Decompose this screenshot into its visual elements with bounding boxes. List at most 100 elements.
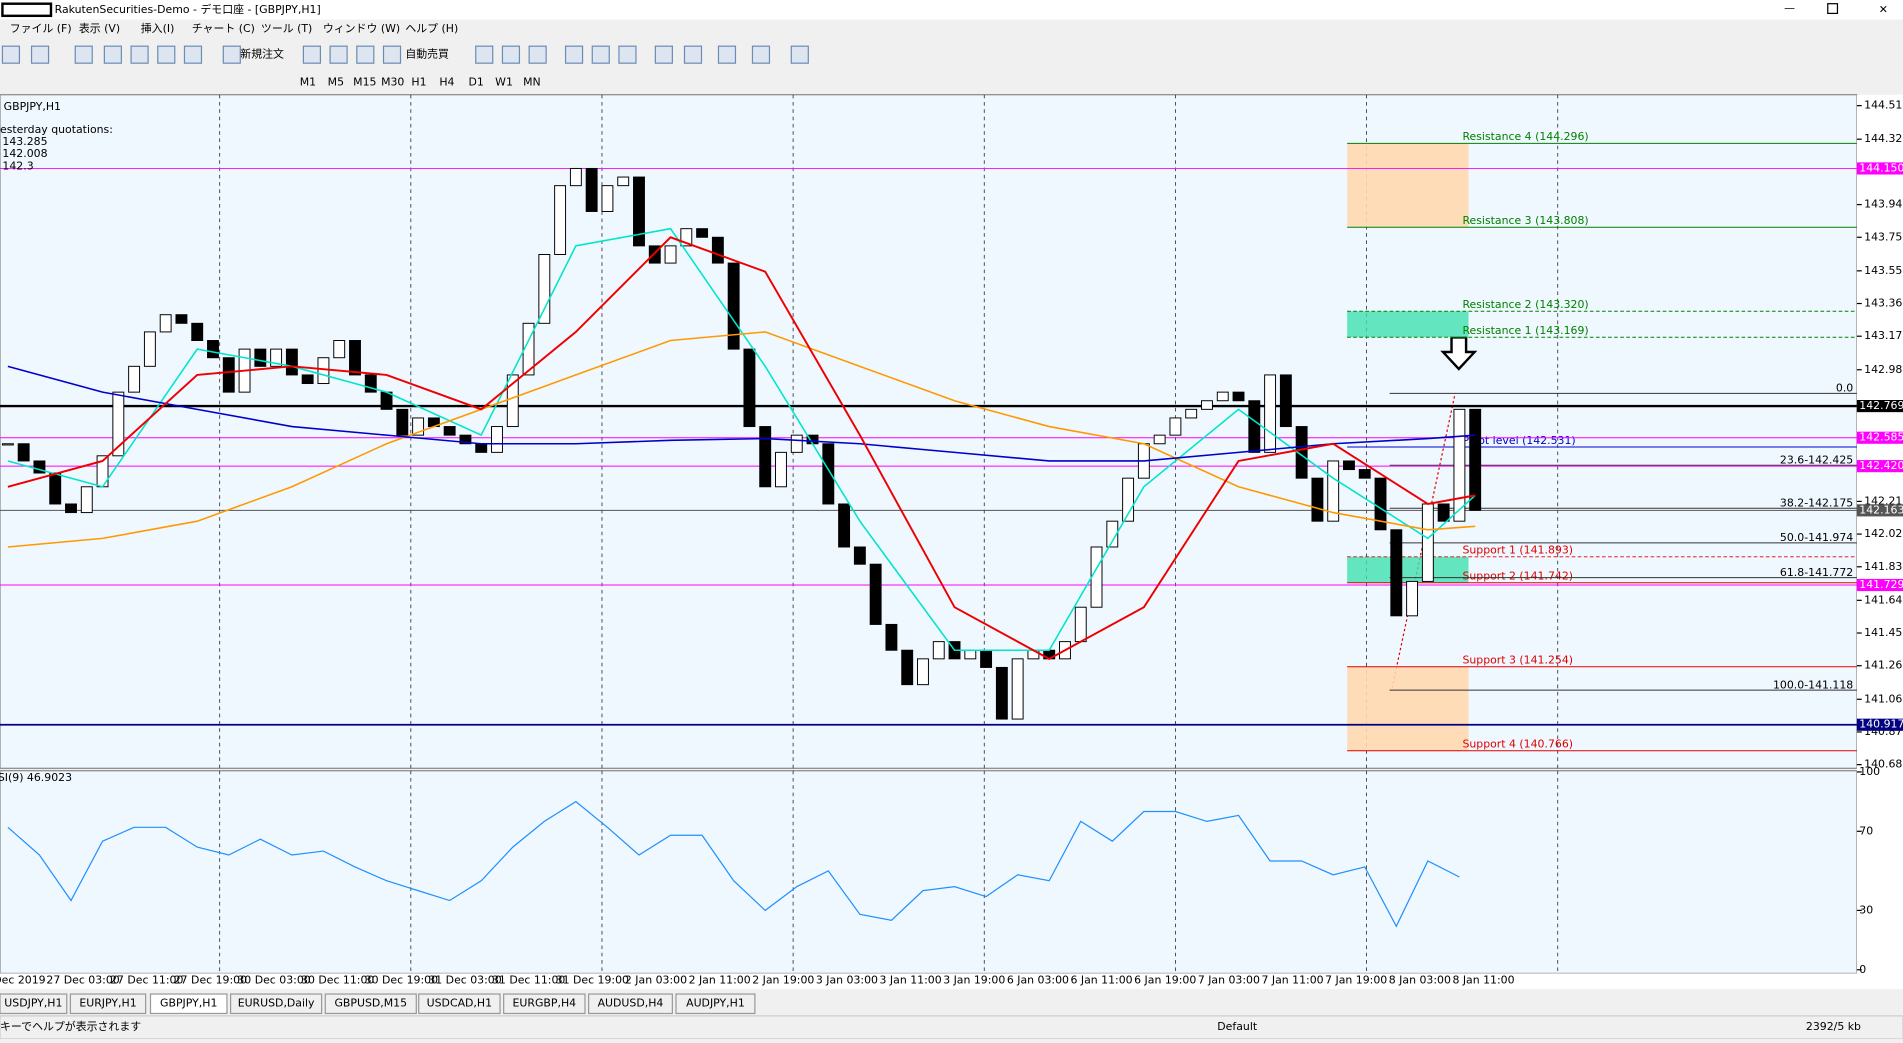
tab[interactable] [503, 993, 586, 1015]
timeframe-button[interactable]: D1 [468, 76, 483, 89]
tab-label[interactable]: EURUSD,Daily [238, 997, 315, 1010]
y-tick-label: 142.980 [1864, 363, 1903, 376]
candle [159, 314, 172, 333]
status-traffic: 2392/5 kb [1806, 1020, 1861, 1033]
tab-label[interactable]: GBPJPY,H1 [160, 997, 217, 1010]
toolbar-button[interactable] [183, 45, 203, 64]
candle [1122, 477, 1135, 522]
maximize[interactable] [1827, 3, 1839, 15]
moving-average [7, 331, 1476, 548]
candle [270, 348, 283, 367]
pivot-zone [1347, 556, 1469, 583]
menu-item[interactable]: 表示 (V) [79, 21, 120, 35]
moving-average [7, 227, 1476, 652]
toolbar-button[interactable] [157, 45, 176, 64]
tab-label[interactable]: AUDJPY,H1 [686, 997, 745, 1010]
time-label: 30 Dec 03:00 [237, 974, 310, 987]
toolbar-button[interactable] [103, 45, 122, 64]
y-tick-label: 141.450 [1864, 626, 1903, 639]
menu-item[interactable]: チャート (C) [192, 22, 255, 35]
timeframe-button[interactable]: M30 [381, 76, 404, 89]
toolbar-button[interactable] [130, 45, 149, 64]
moving-average [7, 365, 1476, 462]
candle [207, 340, 219, 359]
toolbar-button[interactable] [564, 45, 584, 64]
toolbar-button[interactable] [683, 45, 703, 64]
tab-label[interactable]: EURJPY,H1 [79, 997, 136, 1010]
candle [1169, 417, 1182, 436]
new-order-button[interactable]: 新規注文 [240, 47, 284, 61]
tab[interactable] [0, 993, 68, 1015]
tab[interactable] [324, 993, 417, 1015]
menu-item[interactable]: ヘルプ (H) [405, 22, 458, 35]
auto-trading-button[interactable]: 自動売買 [405, 47, 449, 61]
tab-label[interactable]: GBPUSD,M15 [334, 997, 407, 1010]
toolbar-button[interactable] [475, 45, 494, 64]
candle [349, 340, 361, 376]
toolbar-button[interactable] [1, 45, 21, 64]
tab[interactable] [418, 993, 501, 1015]
menu-item[interactable]: ファイル (F) [10, 22, 72, 35]
rsi-line [7, 800, 1460, 928]
toolbar-button[interactable] [790, 45, 809, 64]
menu-item[interactable]: 挿入(I) [141, 21, 175, 35]
arrow-annotation [1440, 336, 1478, 371]
level-tag [1856, 400, 1903, 413]
toolbar-button[interactable] [751, 45, 771, 64]
pivot-label: Resistance 2 (143.320) [1462, 298, 1588, 311]
timeframe-button[interactable]: H1 [411, 76, 426, 89]
toolbar-button[interactable] [30, 45, 50, 64]
time-label: Dec 2019 [0, 974, 46, 987]
tab-label[interactable]: AUDUSD,H4 [598, 997, 664, 1010]
pivot-label: Resistance 3 (143.808) [1462, 214, 1588, 227]
tab[interactable] [229, 993, 323, 1015]
level-tag [1856, 578, 1903, 592]
toolbar-button[interactable] [654, 45, 673, 64]
tab-label[interactable]: USDJPY,H1 [4, 997, 62, 1010]
timeframe-button[interactable]: M1 [300, 76, 316, 89]
symbol-label: GBPJPY,H1 [4, 100, 61, 113]
timeframe-button[interactable]: M5 [328, 76, 344, 89]
candle [1390, 529, 1403, 617]
menu-item[interactable]: ツール (T) [261, 22, 312, 35]
toolbar-button[interactable] [222, 45, 241, 64]
toolbar-button[interactable] [618, 45, 637, 64]
toolbar-button[interactable] [591, 45, 610, 64]
candle [191, 322, 204, 342]
menu-item[interactable]: ウィンドウ (W) [323, 22, 400, 35]
price-axis [1856, 94, 1903, 990]
tab[interactable] [675, 993, 756, 1015]
timeframe-button[interactable]: H4 [439, 76, 454, 89]
tab-label[interactable]: EURGBP,H4 [513, 997, 577, 1010]
level-tag [1856, 431, 1903, 444]
toolbar-button[interactable] [74, 45, 93, 64]
tab-label[interactable]: USDCAD,H1 [427, 997, 492, 1010]
pivot-zone [1347, 666, 1469, 751]
toolbar-button[interactable] [382, 45, 402, 64]
level-tag [1856, 718, 1903, 731]
tab[interactable] [149, 993, 228, 1015]
tab[interactable] [69, 993, 147, 1015]
toolbar-button[interactable] [356, 45, 375, 64]
toolbar-button[interactable] [528, 45, 547, 64]
toolbar-button[interactable] [501, 45, 521, 64]
candle [759, 426, 772, 488]
pivot-label: Resistance 1 (143.169) [1462, 324, 1588, 337]
timeframe-button[interactable]: M15 [353, 76, 376, 89]
timeframe-button[interactable]: W1 [495, 76, 513, 89]
close[interactable]: ✕ [1879, 3, 1888, 16]
pivot-label: Support 2 (141.742) [1462, 570, 1573, 583]
y-tick-label: 144.320 [1864, 132, 1903, 145]
status-profile: Default [1217, 1020, 1258, 1033]
toolbar-button[interactable] [717, 45, 737, 64]
tab[interactable] [588, 993, 673, 1015]
time-label: 3 Jan 03:00 [816, 974, 878, 987]
toolbar-button[interactable] [329, 45, 348, 64]
minimize[interactable]: — [1784, 2, 1795, 15]
timeframe-button[interactable]: MN [523, 76, 541, 89]
candle [569, 167, 582, 187]
toolbar-button[interactable] [302, 45, 322, 64]
candle [743, 348, 756, 428]
y-tick-label: 142.025 [1864, 527, 1903, 540]
